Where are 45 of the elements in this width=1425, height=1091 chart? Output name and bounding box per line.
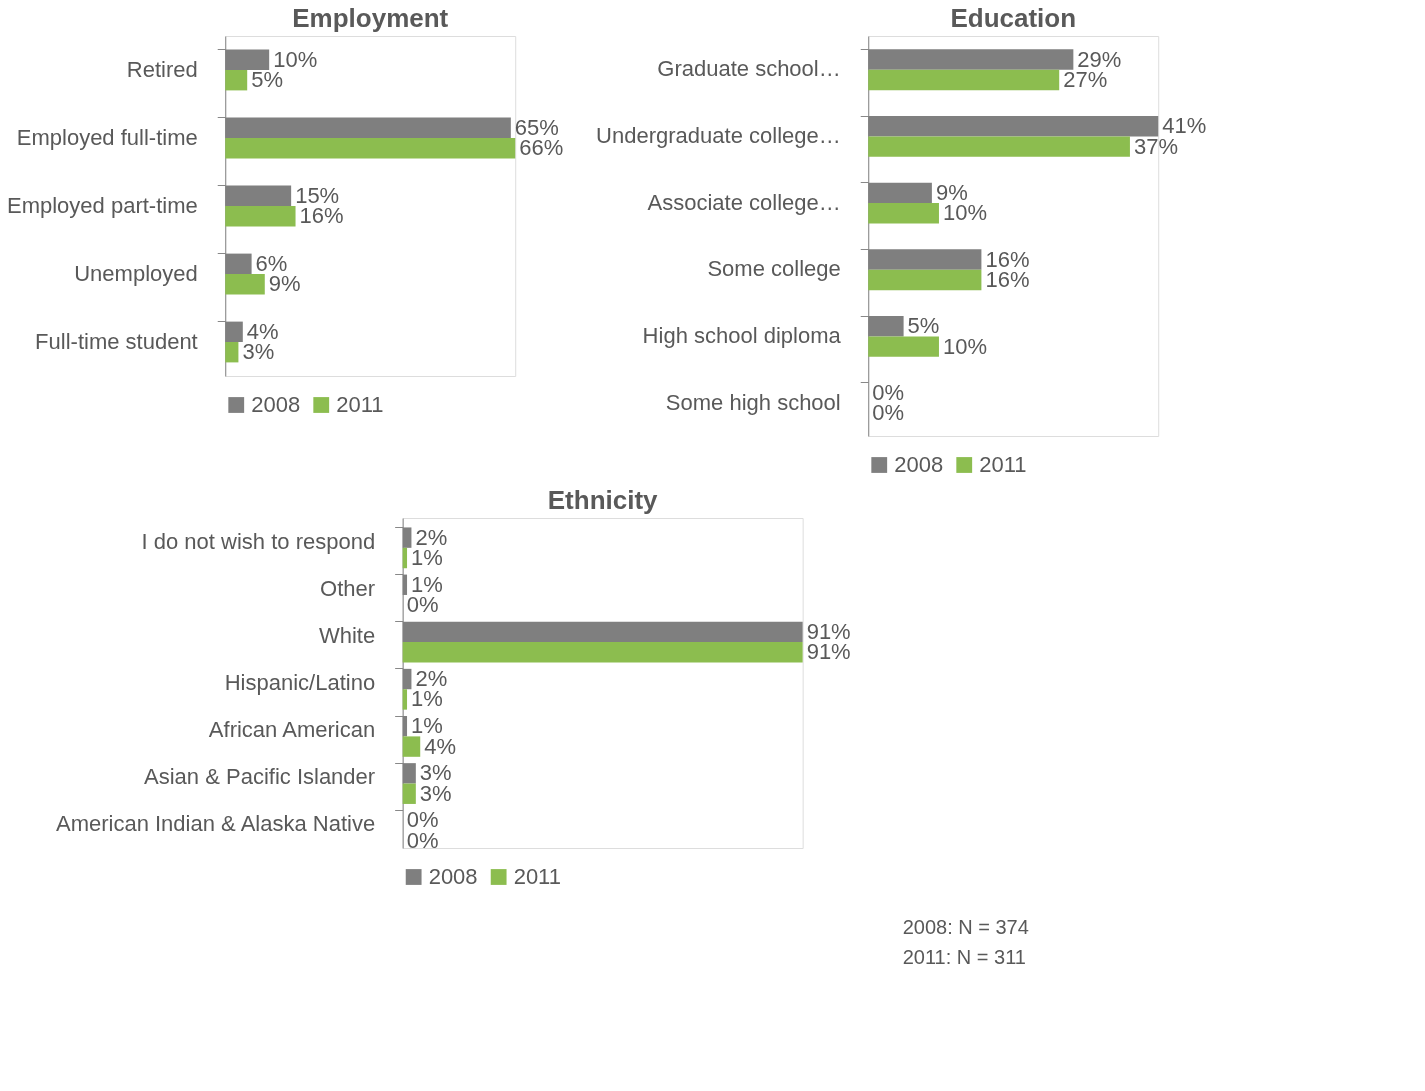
- data-label: 10%: [942, 333, 988, 359]
- bar: [225, 138, 516, 159]
- text: 2008: N = 374: [902, 916, 1029, 938]
- y-tick-label: Retired: [126, 57, 198, 82]
- bar: [225, 342, 239, 363]
- bar: [868, 136, 1130, 157]
- bar: [225, 206, 296, 227]
- bar: [402, 642, 803, 663]
- chart-title: Employment: [292, 3, 449, 33]
- bar: [402, 689, 408, 710]
- data-label: 5%: [907, 313, 940, 339]
- chart-title: Education: [950, 3, 1077, 33]
- bar: [868, 336, 939, 357]
- y-tick-label: African American: [208, 717, 376, 743]
- y-tick-label: White: [318, 622, 376, 648]
- y-tick-label: Some high school: [665, 389, 841, 415]
- text: 2011: N = 311: [902, 946, 1026, 968]
- legend-label: 2011: [979, 452, 1027, 477]
- y-tick-label: Hispanic/Latino: [224, 670, 376, 695]
- y-tick-label: American Indian & Alaska Native: [55, 811, 376, 837]
- y-tick-label: Asian & Pacific Islander: [144, 764, 376, 790]
- y-tick-label: Full-time student: [35, 329, 198, 354]
- y-tick-label: Unemployed: [74, 261, 198, 286]
- bar: [868, 269, 982, 291]
- bar: [868, 69, 1060, 91]
- bar: [225, 70, 248, 91]
- y-tick-label: Graduate school…: [657, 56, 841, 82]
- chart-title: Ethnicity: [547, 485, 659, 515]
- legend-label: 2008: [428, 864, 478, 889]
- bar: [402, 736, 421, 757]
- y-tick-label: Employed part-time: [6, 193, 198, 218]
- legend-label: 2011: [336, 392, 384, 417]
- bar: [225, 274, 265, 295]
- legend-label: 2011: [513, 864, 561, 889]
- bar: [402, 783, 416, 804]
- y-tick-label: High school diploma: [642, 323, 842, 348]
- y-tick-label: Undergraduate college…: [596, 123, 841, 148]
- legend-label: 2008: [894, 452, 944, 477]
- y-tick-label: I do not wish to respond: [141, 528, 376, 554]
- bar: [868, 203, 939, 224]
- y-tick-label: Some college: [707, 256, 841, 282]
- y-tick-label: Employed full-time: [16, 125, 198, 150]
- y-tick-label: Other: [320, 575, 376, 601]
- y-tick-label: Associate college…: [647, 189, 841, 215]
- legend-label: 2008: [251, 392, 301, 417]
